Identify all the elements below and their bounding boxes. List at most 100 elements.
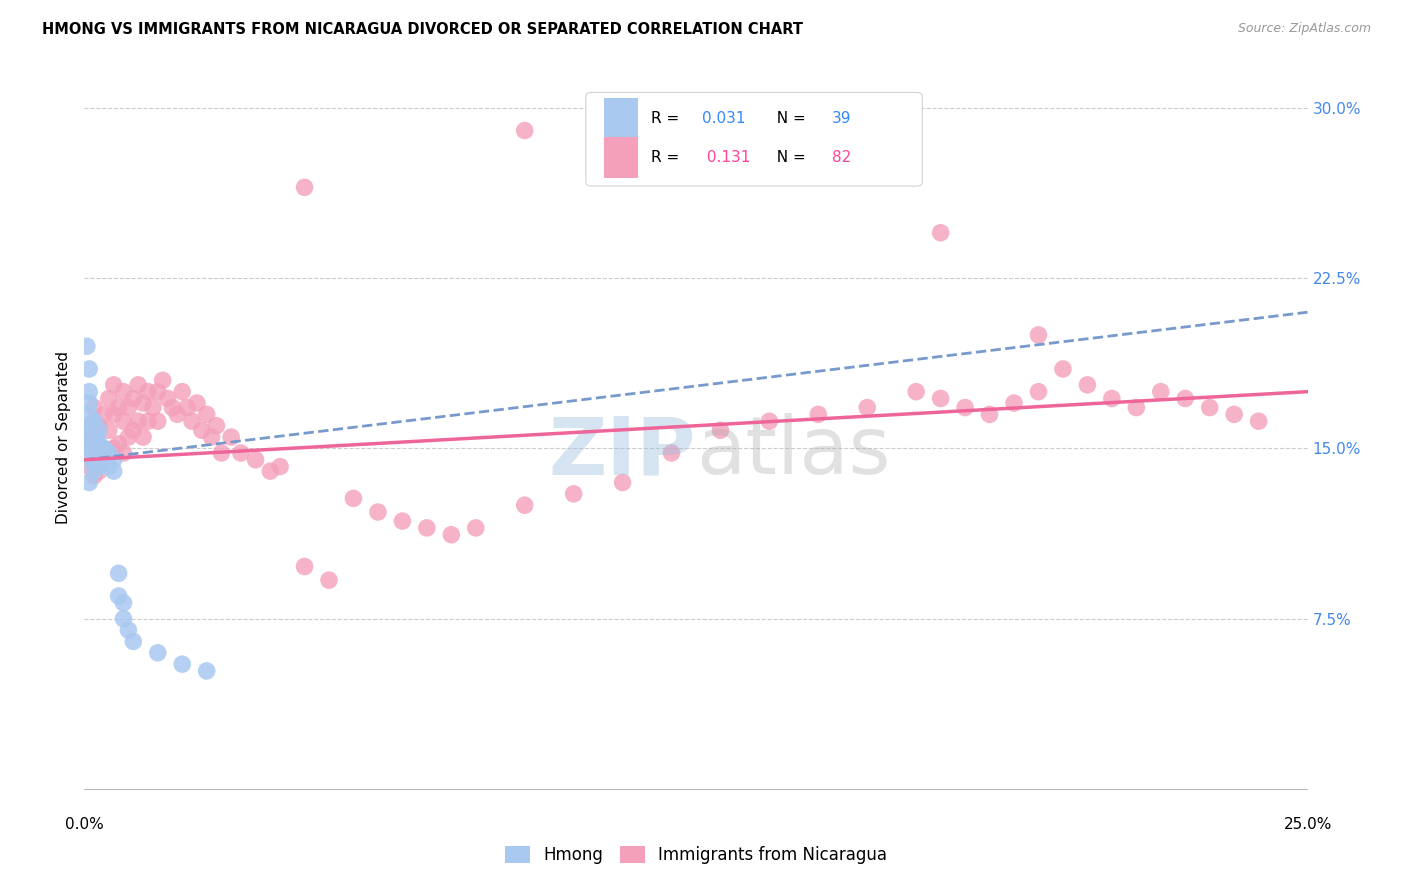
Point bbox=[77, 475, 100, 490]
Point bbox=[294, 559, 316, 574]
Point bbox=[83, 468, 105, 483]
Point bbox=[172, 657, 194, 672]
Text: R =: R = bbox=[651, 112, 683, 126]
Point bbox=[83, 401, 105, 415]
Legend: Hmong, Immigrants from Nicaragua: Hmong, Immigrants from Nicaragua bbox=[498, 839, 894, 871]
Point bbox=[97, 392, 120, 406]
Bar bbox=[605, 137, 638, 178]
Point bbox=[86, 430, 108, 444]
Point bbox=[1028, 384, 1050, 399]
Text: R =: R = bbox=[651, 150, 683, 165]
Point bbox=[1028, 327, 1050, 342]
Point bbox=[87, 437, 110, 451]
Point bbox=[758, 414, 780, 428]
Point bbox=[142, 401, 165, 415]
Text: 39: 39 bbox=[832, 112, 851, 126]
Point bbox=[87, 446, 110, 460]
Point bbox=[195, 408, 218, 422]
Point bbox=[807, 408, 830, 422]
Point bbox=[181, 414, 204, 428]
Point bbox=[80, 442, 103, 456]
Point bbox=[107, 437, 129, 451]
Point bbox=[191, 423, 214, 437]
Point bbox=[76, 339, 98, 353]
Point bbox=[83, 442, 105, 456]
Point bbox=[979, 408, 1001, 422]
Point bbox=[146, 384, 169, 399]
Point bbox=[80, 418, 103, 433]
Point bbox=[112, 446, 135, 460]
Point bbox=[1174, 392, 1197, 406]
Point bbox=[107, 401, 129, 415]
Point bbox=[77, 418, 100, 433]
Point bbox=[77, 452, 100, 467]
Point bbox=[93, 408, 115, 422]
Point bbox=[440, 527, 463, 541]
Point bbox=[132, 430, 155, 444]
Point bbox=[103, 377, 125, 392]
Point bbox=[107, 589, 129, 603]
Point bbox=[117, 623, 139, 637]
Point bbox=[77, 430, 100, 444]
Point bbox=[87, 464, 110, 478]
Point bbox=[1052, 362, 1074, 376]
Text: 82: 82 bbox=[832, 150, 851, 165]
Point bbox=[117, 401, 139, 415]
Point bbox=[342, 491, 364, 506]
Point bbox=[195, 664, 218, 678]
Point bbox=[87, 418, 110, 433]
Point bbox=[229, 446, 252, 460]
Text: ZIP: ZIP bbox=[548, 413, 696, 491]
Text: atlas: atlas bbox=[696, 413, 890, 491]
Point bbox=[122, 634, 145, 648]
Point bbox=[1247, 414, 1270, 428]
Point bbox=[219, 430, 242, 444]
Point bbox=[112, 414, 135, 428]
Point bbox=[93, 452, 115, 467]
Point bbox=[205, 418, 228, 433]
Point bbox=[146, 414, 169, 428]
Point bbox=[259, 464, 281, 478]
Point bbox=[77, 430, 100, 444]
Point bbox=[929, 226, 952, 240]
Point bbox=[112, 596, 135, 610]
Point bbox=[80, 430, 103, 444]
Point bbox=[112, 384, 135, 399]
Point bbox=[77, 442, 100, 456]
Point bbox=[953, 401, 976, 415]
Text: 0.131: 0.131 bbox=[702, 150, 751, 165]
Point bbox=[152, 373, 174, 387]
Point bbox=[136, 414, 159, 428]
Point bbox=[367, 505, 389, 519]
Point bbox=[103, 408, 125, 422]
Point bbox=[87, 423, 110, 437]
Point bbox=[186, 396, 208, 410]
Point bbox=[166, 408, 188, 422]
Point bbox=[856, 401, 879, 415]
Point bbox=[562, 487, 585, 501]
Point bbox=[86, 446, 108, 460]
Point bbox=[122, 392, 145, 406]
Point bbox=[103, 464, 125, 478]
Point bbox=[416, 521, 439, 535]
Text: N =: N = bbox=[766, 150, 810, 165]
Point bbox=[513, 498, 536, 512]
Point bbox=[97, 446, 120, 460]
Point bbox=[117, 430, 139, 444]
Point bbox=[162, 401, 184, 415]
Point bbox=[1198, 401, 1220, 415]
Point bbox=[156, 392, 179, 406]
Text: 0.031: 0.031 bbox=[702, 112, 745, 126]
Point bbox=[127, 377, 149, 392]
Point bbox=[513, 123, 536, 137]
Point bbox=[269, 459, 291, 474]
Point bbox=[136, 384, 159, 399]
Point bbox=[1101, 392, 1123, 406]
Point bbox=[112, 612, 135, 626]
Point bbox=[103, 452, 125, 467]
Point bbox=[905, 384, 928, 399]
Point bbox=[661, 446, 683, 460]
Point bbox=[172, 384, 194, 399]
Point bbox=[391, 514, 413, 528]
Point bbox=[83, 464, 105, 478]
